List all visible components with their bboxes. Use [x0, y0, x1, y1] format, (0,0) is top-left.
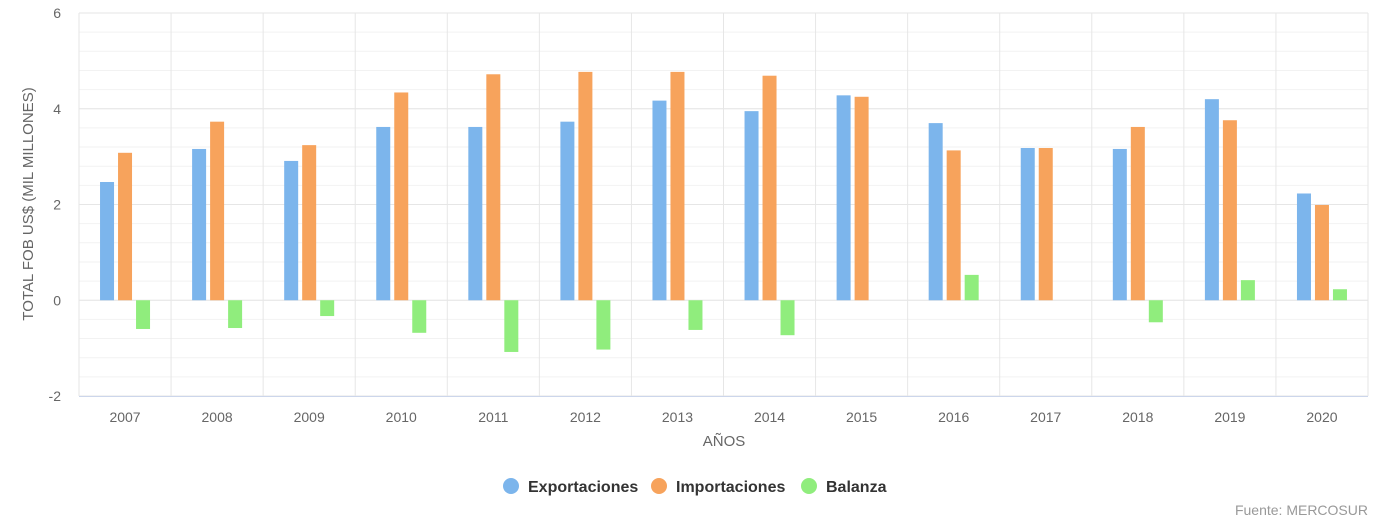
- bar-importaciones-2017[interactable]: [1038, 148, 1053, 301]
- bar-balanza-2019[interactable]: [1240, 280, 1255, 301]
- bar-exportaciones-2012[interactable]: [560, 121, 575, 301]
- x-tick-label: 2014: [754, 409, 785, 425]
- y-tick-label: 0: [53, 292, 61, 308]
- source-label: Fuente: MERCOSUR: [1235, 502, 1368, 518]
- bar-exportaciones-2014[interactable]: [744, 111, 759, 301]
- bar-importaciones-2012[interactable]: [578, 71, 593, 301]
- x-tick-label: 2008: [202, 409, 233, 425]
- bar-exportaciones-2011[interactable]: [468, 126, 483, 301]
- x-tick-label: 2011: [478, 409, 508, 425]
- x-tick-label: 2015: [846, 409, 877, 425]
- x-tick-label: 2007: [109, 409, 140, 425]
- legend-label: Importaciones: [676, 479, 785, 496]
- bar-importaciones-2011[interactable]: [486, 74, 501, 301]
- bar-exportaciones-2020[interactable]: [1296, 193, 1311, 301]
- bar-exportaciones-2007[interactable]: [100, 181, 115, 301]
- bar-exportaciones-2019[interactable]: [1204, 99, 1219, 301]
- x-tick-label: 2017: [1030, 409, 1061, 425]
- bar-exportaciones-2013[interactable]: [652, 100, 667, 301]
- x-tick-label: 2019: [1214, 409, 1245, 425]
- x-tick-label: 2016: [938, 409, 969, 425]
- bar-balanza-2012[interactable]: [596, 300, 611, 350]
- bars-layer: [100, 71, 1347, 352]
- axis-layer: -2 0 2 4 6 2007 2008 2009 2010 2011 2012 2013 2014 20…: [49, 5, 1368, 425]
- bar-importaciones-2020[interactable]: [1314, 204, 1329, 301]
- bar-importaciones-2009[interactable]: [302, 145, 317, 301]
- x-tick-label: 2020: [1306, 409, 1337, 425]
- bar-exportaciones-2010[interactable]: [376, 126, 391, 301]
- bar-importaciones-2007[interactable]: [118, 152, 133, 301]
- bar-importaciones-2008[interactable]: [210, 121, 225, 301]
- legend: Exportaciones Importaciones Balanza: [503, 478, 887, 496]
- y-axis-title: TOTAL FOB US$ (MIL MILLONES): [20, 87, 37, 320]
- bar-importaciones-2015[interactable]: [854, 96, 869, 301]
- bar-importaciones-2014[interactable]: [762, 75, 777, 301]
- bar-balanza-2011[interactable]: [504, 300, 519, 352]
- x-axis-title: AÑOS: [703, 433, 746, 450]
- y-tick-label: 2: [53, 197, 61, 213]
- y-tick-label: -2: [49, 388, 62, 404]
- legend-item-exportaciones[interactable]: Exportaciones: [503, 478, 638, 496]
- bar-balanza-2009[interactable]: [320, 300, 335, 317]
- bar-balanza-2008[interactable]: [228, 300, 243, 329]
- bar-balanza-2007[interactable]: [136, 300, 151, 329]
- legend-marker: [503, 478, 519, 494]
- bar-balanza-2013[interactable]: [688, 300, 703, 330]
- legend-item-balanza[interactable]: Balanza: [801, 478, 887, 496]
- legend-marker: [801, 478, 817, 494]
- x-tick-label: 2009: [294, 409, 325, 425]
- bar-exportaciones-2015[interactable]: [836, 95, 851, 301]
- bar-balanza-2020[interactable]: [1332, 289, 1347, 301]
- y-tick-label: 6: [53, 5, 61, 21]
- legend-label: Balanza: [826, 479, 887, 496]
- legend-marker: [651, 478, 667, 494]
- x-tick-label: 2012: [570, 409, 601, 425]
- bar-balanza-2014[interactable]: [780, 300, 795, 336]
- bar-balanza-2018[interactable]: [1148, 300, 1163, 323]
- bar-exportaciones-2008[interactable]: [192, 148, 207, 301]
- grid-layer: [78, 12, 1369, 397]
- bar-exportaciones-2017[interactable]: [1020, 148, 1035, 301]
- legend-label: Exportaciones: [528, 479, 638, 496]
- bar-balanza-2010[interactable]: [412, 300, 427, 333]
- bar-importaciones-2018[interactable]: [1130, 126, 1145, 301]
- bar-importaciones-2013[interactable]: [670, 71, 685, 301]
- bar-importaciones-2010[interactable]: [394, 92, 409, 301]
- bar-importaciones-2019[interactable]: [1222, 120, 1237, 301]
- x-tick-label: 2010: [386, 409, 417, 425]
- bar-balanza-2016[interactable]: [964, 274, 979, 301]
- bar-importaciones-2016[interactable]: [946, 150, 961, 301]
- x-tick-label: 2013: [662, 409, 693, 425]
- bar-exportaciones-2009[interactable]: [284, 160, 299, 301]
- y-tick-label: 4: [53, 101, 61, 117]
- legend-item-importaciones[interactable]: Importaciones: [651, 478, 785, 496]
- bar-exportaciones-2018[interactable]: [1112, 148, 1127, 301]
- bar-exportaciones-2016[interactable]: [928, 123, 943, 301]
- x-tick-label: 2018: [1122, 409, 1153, 425]
